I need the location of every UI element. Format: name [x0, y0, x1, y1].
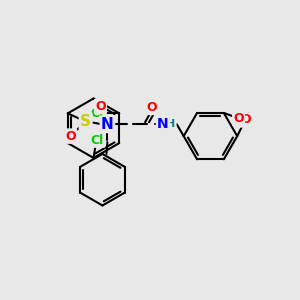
Text: O: O: [147, 101, 157, 114]
Text: Cl: Cl: [91, 134, 104, 147]
Text: O: O: [95, 100, 106, 113]
Text: H: H: [166, 119, 176, 129]
Text: O: O: [240, 113, 250, 126]
Text: Cl: Cl: [91, 107, 104, 120]
Text: N: N: [157, 117, 169, 131]
Text: O: O: [233, 112, 244, 125]
Text: N: N: [101, 117, 114, 132]
Text: O: O: [65, 130, 76, 142]
Text: S: S: [80, 114, 91, 129]
